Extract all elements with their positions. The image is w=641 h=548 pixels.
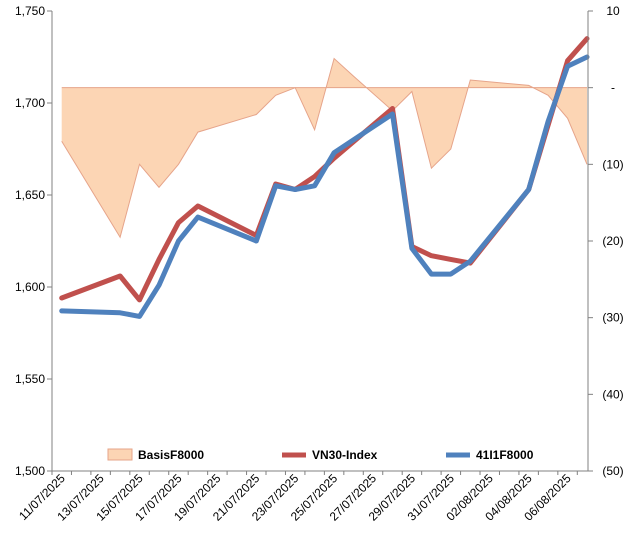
y-left-tick-label: 1,500 [15,464,45,478]
y-right-tick-label: (30) [602,311,623,325]
basis-area-outline [61,57,588,239]
y-left-tick-label: 1,600 [15,280,45,294]
y-right-tick-label: (20) [602,234,623,248]
legend-swatch-basisf8000 [107,448,133,461]
plot-area [59,36,590,319]
series-41i1f8000 [59,54,590,319]
y-left-tick-label: 1,550 [15,372,45,386]
y-left-tick-label: 1,650 [15,188,45,202]
legend: BasisF8000 VN30-Index 41I1F8000 [107,448,534,462]
y-right-tick-label: - [611,81,615,95]
basis-area-fill [61,58,587,238]
legend-label-basisf8000: BasisF8000 [138,448,204,462]
y-left-tick-label: 1,750 [15,4,45,18]
y-right-tick-label: (40) [602,387,623,401]
legend-label-vn30-index: VN30-Index [312,448,378,462]
axes [51,11,589,472]
y-right-tick-label: 10 [606,4,620,18]
y-left-tick-label: 1,700 [15,96,45,110]
series-basisf8000-area [61,57,588,239]
y-right-tick-label: (10) [602,157,623,171]
y-right-tick-label: (50) [602,464,623,478]
legend-label-41i1f8000: 41I1F8000 [476,448,534,462]
41i1f8000-line [59,54,590,319]
